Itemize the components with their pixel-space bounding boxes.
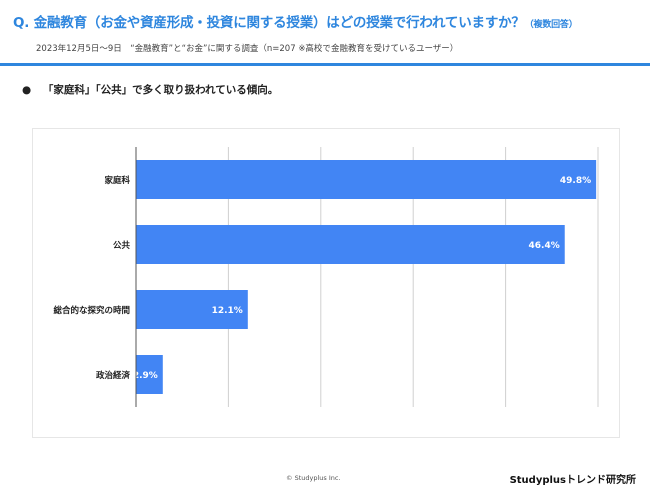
question-note: （複数回答）: [524, 20, 578, 30]
bar-value-label: 49.8%: [560, 176, 591, 186]
chart-panel: 49.8% 家庭科 46.4% 公共 12.1% 総合的な探究の時間 2.9% 政治経済: [32, 128, 620, 438]
survey-info: 2023年12月5日〜9日 “金融教育”と“お金”に関する調査（n=207 ※高…: [36, 44, 459, 54]
bar-value-label: 46.4%: [529, 241, 560, 251]
bar-value-label: 2.9%: [133, 371, 158, 381]
category-label: 総合的な探究の時間: [53, 305, 130, 316]
summary-bullet: ● 「家庭科」「公共」で多く取り扱われている傾向。: [22, 82, 278, 97]
category-label: 家庭科: [104, 175, 130, 186]
category-label: 政治経済: [96, 370, 131, 381]
bar: [136, 160, 597, 199]
question-title: Q. 金融教育（お金や資産形成・投資に関する授業）はどの授業で行われていますか？…: [13, 11, 578, 31]
bar: [136, 355, 163, 394]
category-label: 公共: [113, 240, 131, 251]
copyright: © Studyplus Inc.: [286, 474, 341, 482]
summary-text: 「家庭科」「公共」で多く取り扱われている傾向。: [42, 84, 279, 96]
question-text: Q. 金融教育（お金や資産形成・投資に関する授業）はどの授業で行われていますか？: [13, 15, 525, 31]
bar: [136, 290, 248, 329]
bar: [136, 225, 565, 264]
bullet-mark: ●: [22, 84, 32, 96]
bar-value-label: 12.1%: [212, 306, 243, 316]
brand-logo-text: Studyplusトレンド研究所: [509, 475, 636, 486]
bar-chart: 49.8% 家庭科 46.4% 公共 12.1% 総合的な探究の時間 2.9%政治経済: [53, 147, 599, 407]
header-divider: [0, 63, 650, 66]
header: Q. 金融教育（お金や資産形成・投資に関する授業）はどの授業で行われていますか？…: [0, 0, 650, 62]
